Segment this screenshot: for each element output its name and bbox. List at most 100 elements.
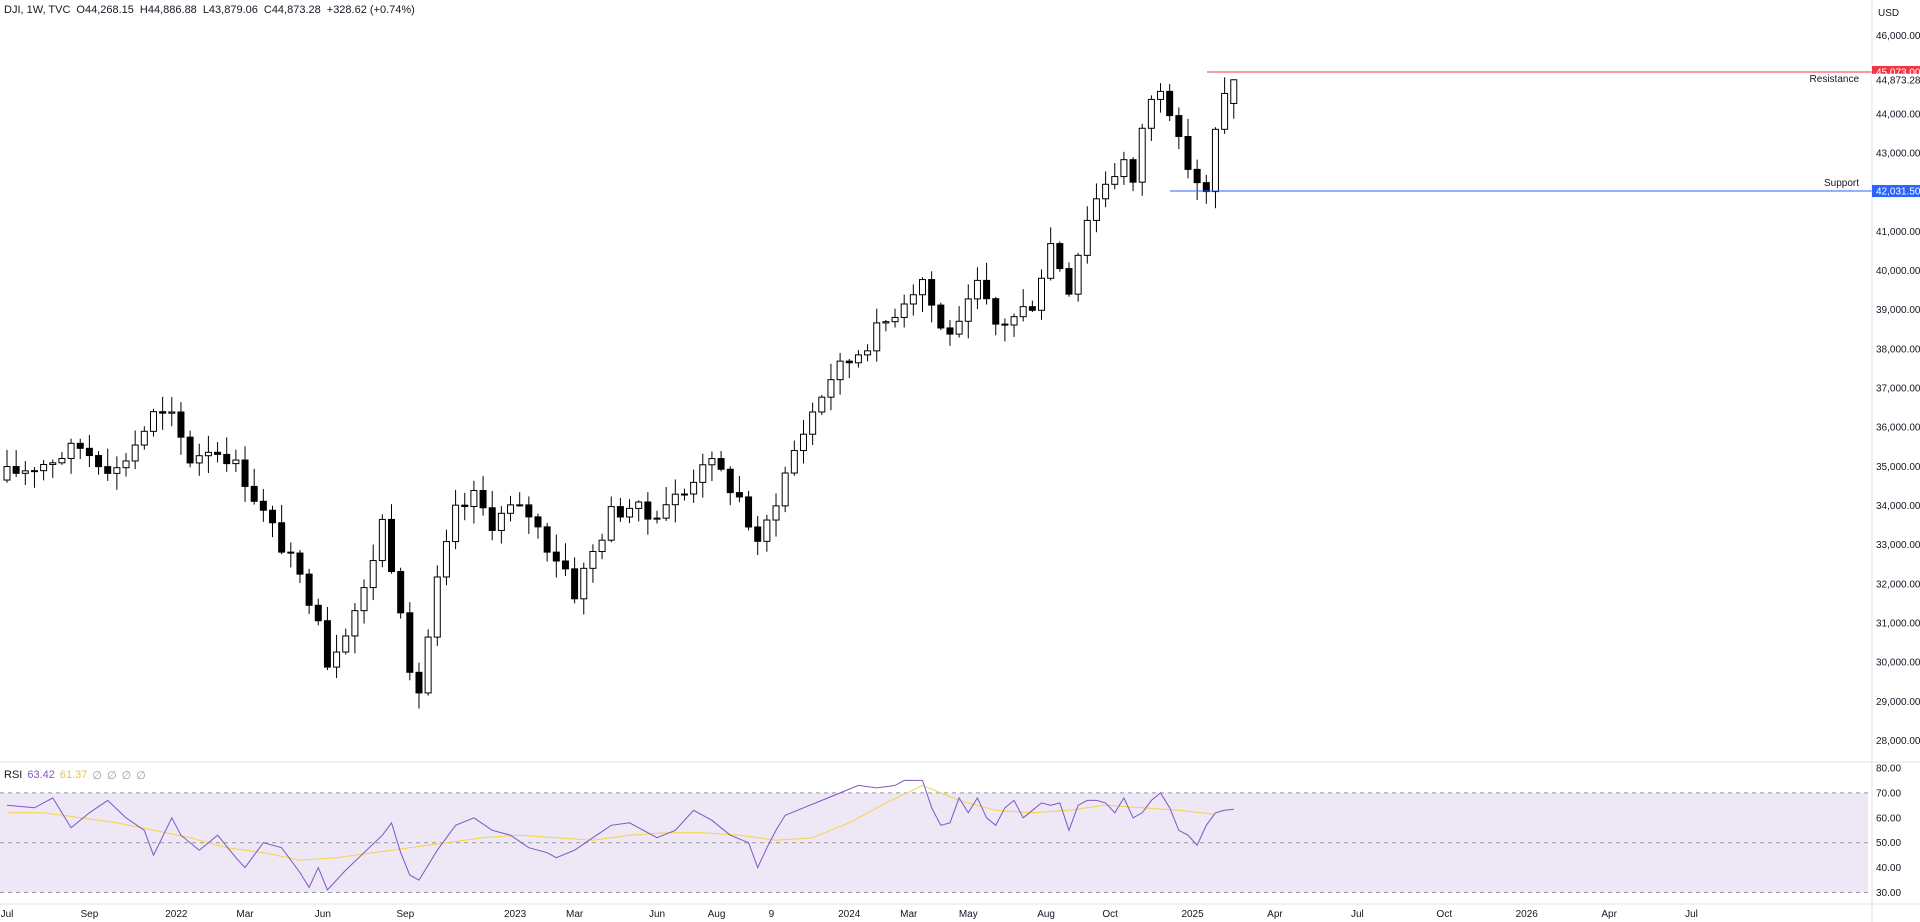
- candle[interactable]: [598, 539, 606, 553]
- candle[interactable]: [378, 518, 386, 562]
- candle[interactable]: [754, 526, 762, 542]
- candle[interactable]: [488, 507, 496, 531]
- candle[interactable]: [864, 350, 872, 356]
- candle[interactable]: [351, 610, 359, 637]
- candle[interactable]: [992, 298, 1000, 325]
- candle[interactable]: [561, 560, 569, 570]
- candle[interactable]: [836, 360, 844, 381]
- candle[interactable]: [140, 430, 148, 446]
- candle[interactable]: [1056, 243, 1064, 270]
- candle[interactable]: [799, 433, 807, 452]
- candle[interactable]: [900, 303, 908, 318]
- candle[interactable]: [845, 360, 853, 364]
- candle[interactable]: [195, 455, 203, 464]
- candle[interactable]: [1092, 198, 1100, 221]
- candle[interactable]: [497, 512, 505, 531]
- candle[interactable]: [909, 294, 917, 305]
- candle[interactable]: [113, 467, 121, 474]
- candle[interactable]: [671, 493, 679, 506]
- candle[interactable]: [1028, 306, 1036, 311]
- candle[interactable]: [415, 671, 423, 694]
- candle[interactable]: [268, 509, 276, 524]
- candle[interactable]: [241, 459, 249, 487]
- candle[interactable]: [67, 442, 75, 459]
- candle[interactable]: [159, 411, 167, 414]
- candle[interactable]: [589, 551, 597, 569]
- candle[interactable]: [1184, 135, 1192, 170]
- candle[interactable]: [314, 604, 322, 622]
- candle[interactable]: [616, 506, 624, 518]
- candle[interactable]: [214, 451, 222, 455]
- candle[interactable]: [369, 560, 377, 589]
- candle[interactable]: [937, 304, 945, 329]
- candle[interactable]: [983, 279, 991, 300]
- candle[interactable]: [882, 321, 890, 324]
- candle[interactable]: [717, 458, 725, 470]
- candle[interactable]: [3, 466, 11, 481]
- candle[interactable]: [726, 468, 734, 494]
- candle[interactable]: [1111, 176, 1119, 185]
- candle[interactable]: [470, 490, 478, 508]
- candle[interactable]: [635, 501, 643, 509]
- candle[interactable]: [919, 279, 926, 296]
- rsi-label[interactable]: RSI: [4, 769, 23, 781]
- candle[interactable]: [772, 505, 780, 521]
- candle[interactable]: [818, 396, 826, 413]
- candle[interactable]: [946, 327, 954, 335]
- candle[interactable]: [223, 453, 231, 465]
- candle[interactable]: [552, 551, 560, 562]
- candle[interactable]: [461, 504, 469, 508]
- candle[interactable]: [516, 504, 524, 507]
- candle[interactable]: [1202, 182, 1210, 193]
- candle[interactable]: [735, 492, 743, 498]
- candle[interactable]: [1038, 277, 1046, 311]
- candle[interactable]: [745, 496, 753, 528]
- candle[interactable]: [305, 573, 313, 606]
- candle[interactable]: [543, 526, 551, 553]
- candle[interactable]: [1175, 115, 1183, 137]
- candle[interactable]: [626, 507, 634, 518]
- candle[interactable]: [278, 522, 286, 553]
- candle[interactable]: [21, 470, 29, 474]
- candle[interactable]: [1074, 254, 1082, 295]
- candle[interactable]: [1019, 306, 1027, 318]
- candle[interactable]: [1129, 159, 1137, 183]
- candle[interactable]: [790, 450, 798, 474]
- candle[interactable]: [1230, 79, 1238, 104]
- candle[interactable]: [131, 444, 139, 462]
- candle[interactable]: [1157, 90, 1165, 100]
- candle[interactable]: [507, 504, 515, 514]
- candle[interactable]: [232, 459, 240, 465]
- candle[interactable]: [708, 458, 716, 466]
- candle[interactable]: [333, 651, 341, 668]
- candle[interactable]: [781, 472, 789, 507]
- candle[interactable]: [104, 466, 112, 474]
- candle[interactable]: [323, 620, 331, 668]
- candle[interactable]: [250, 485, 258, 502]
- candle[interactable]: [1166, 90, 1174, 117]
- candle[interactable]: [122, 460, 130, 469]
- candle[interactable]: [680, 493, 688, 496]
- price-pane[interactable]: Resistance Support: [3, 71, 1872, 709]
- candle[interactable]: [1147, 98, 1155, 129]
- candle[interactable]: [1193, 168, 1201, 184]
- candle[interactable]: [388, 518, 396, 573]
- candle[interactable]: [699, 464, 707, 483]
- candle[interactable]: [259, 500, 267, 511]
- candle[interactable]: [40, 463, 48, 472]
- candle[interactable]: [76, 442, 84, 449]
- candle[interactable]: [607, 506, 615, 541]
- candle[interactable]: [1120, 159, 1128, 178]
- candle[interactable]: [534, 516, 542, 528]
- candle[interactable]: [85, 447, 93, 457]
- candle[interactable]: [525, 504, 533, 518]
- candle[interactable]: [1221, 92, 1229, 130]
- candle[interactable]: [30, 470, 38, 473]
- candle[interactable]: [1102, 183, 1110, 200]
- candle[interactable]: [1138, 127, 1146, 183]
- candle[interactable]: [1010, 316, 1018, 326]
- rsi-line[interactable]: [6, 779, 1234, 891]
- candle[interactable]: [452, 504, 460, 543]
- candle[interactable]: [1001, 323, 1009, 326]
- candle[interactable]: [1083, 219, 1091, 256]
